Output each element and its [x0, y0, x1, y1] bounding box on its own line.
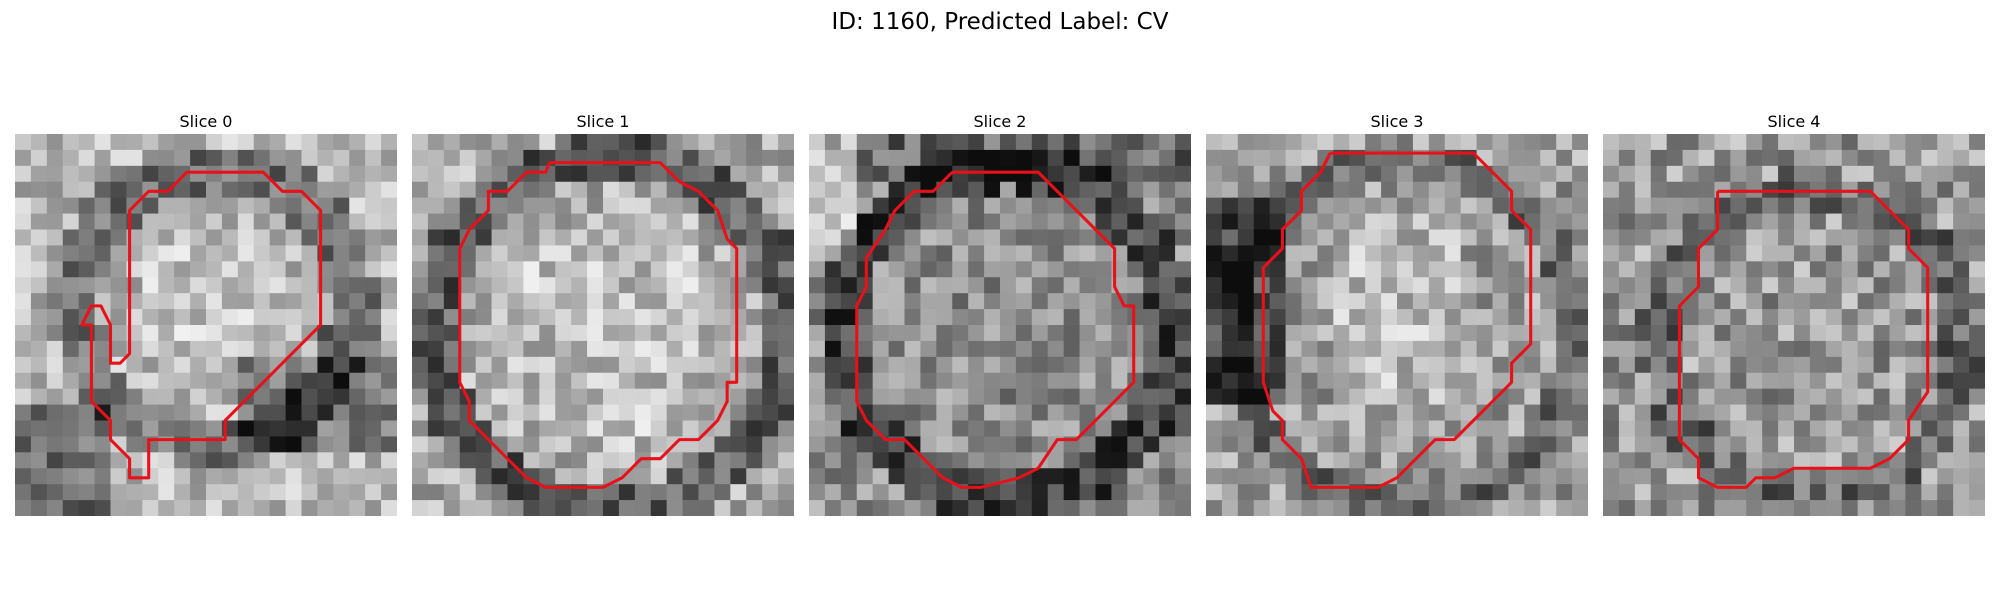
slice-panel-4: Slice 4 [1603, 110, 1985, 516]
slice-title-0: Slice 0 [179, 112, 233, 131]
slice-image-2 [809, 134, 1191, 516]
slice-image-3 [1206, 134, 1588, 516]
slice-image-0 [15, 134, 397, 516]
slice-title-1: Slice 1 [576, 112, 630, 131]
segmentation-contour-3 [1261, 151, 1533, 489]
slice-title-2: Slice 2 [973, 112, 1027, 131]
slice-panel-2: Slice 2 [809, 110, 1191, 516]
segmentation-contour-1 [458, 161, 739, 489]
slice-title-3: Slice 3 [1370, 112, 1424, 131]
segmentation-contour-4 [1677, 189, 1930, 489]
slice-panel-0: Slice 0 [15, 110, 397, 516]
slice-image-1 [412, 134, 794, 516]
slice-panel-1: Slice 1 [412, 110, 794, 516]
segmentation-contour-2 [855, 170, 1136, 489]
segmentation-contour-0 [80, 170, 323, 480]
slice-panel-3: Slice 3 [1206, 110, 1588, 516]
figure-title: ID: 1160, Predicted Label: CV [831, 9, 1169, 35]
slice-title-4: Slice 4 [1767, 112, 1821, 131]
slice-image-4 [1603, 134, 1985, 516]
